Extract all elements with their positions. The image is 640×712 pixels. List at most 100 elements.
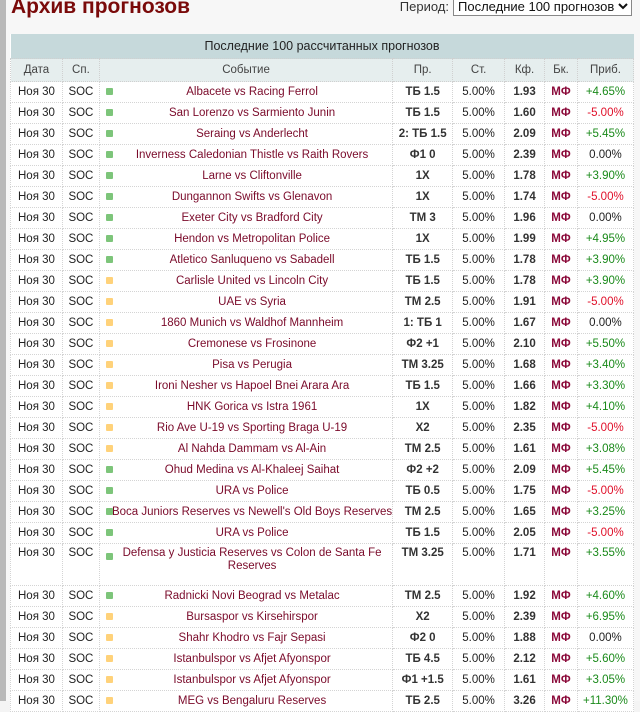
cell-event[interactable]: Exeter City vs Bradford City xyxy=(98,207,394,229)
cell-event[interactable]: Albacete vs Racing Ferrol xyxy=(98,81,394,103)
event-link[interactable]: Cremonese vs Frosinone xyxy=(187,337,317,350)
forecasts-table: Последние 100 рассчитанных прогнозов Дат… xyxy=(10,34,635,712)
event-link[interactable]: Pisa vs Perugia xyxy=(212,358,292,371)
cell-event[interactable]: HNK Gorica vs Istra 1961 xyxy=(98,396,394,418)
cell-stake: 5.00% xyxy=(452,396,506,418)
cell-event[interactable]: 1860 Munich vs Waldhof Mannheim xyxy=(98,312,394,334)
cell-event[interactable]: UAE vs Syria xyxy=(98,291,394,313)
cell-event[interactable]: Ironi Nesher vs Hapoel Bnei Arara Ara xyxy=(98,375,394,397)
cell-prediction: Ф2 +2 xyxy=(392,459,454,481)
cell-event[interactable]: Rio Ave U-19 vs Sporting Braga U-19 xyxy=(98,417,394,439)
status-dot-icon xyxy=(105,445,113,452)
event-link[interactable]: Boca Juniors Reserves vs Newell's Old Bo… xyxy=(111,505,393,518)
status-dot-icon xyxy=(105,403,113,410)
event-link[interactable]: Defensa y Justicia Reserves vs Colon de … xyxy=(122,547,382,572)
event-link[interactable]: Shahr Khodro vs Fajr Sepasi xyxy=(178,631,326,644)
cell-bookmaker: МФ xyxy=(544,207,578,229)
event-link[interactable]: Ohud Medina vs Al-Khaleej Saihat xyxy=(164,463,340,476)
event-link[interactable]: Albacete vs Racing Ferrol xyxy=(186,85,318,98)
table-row: Ноя 30 SOC Larne vs Cliftonville 1X 5.00% 1.7… xyxy=(10,165,635,187)
cell-event[interactable]: Atletico Sanluqueno vs Sabadell xyxy=(98,249,394,271)
cell-profit: +4.10% xyxy=(576,396,635,418)
cell-event[interactable]: MEG vs Bengaluru Reserves xyxy=(98,690,394,712)
cell-event[interactable]: Cremonese vs Frosinone xyxy=(98,333,394,355)
event-link[interactable]: Seraing vs Anderlecht xyxy=(196,127,308,140)
status-dot-icon xyxy=(105,298,113,305)
cell-event[interactable]: Ohud Medina vs Al-Khaleej Saihat xyxy=(98,459,394,481)
event-link[interactable]: UAE vs Syria xyxy=(218,295,286,308)
table-caption: Последние 100 рассчитанных прогнозов xyxy=(10,34,634,59)
cell-date: Ноя 30 xyxy=(10,480,63,502)
event-link[interactable]: Dungannon Swifts vs Glenavon xyxy=(171,190,333,203)
header-prediction: Пр. xyxy=(392,58,454,82)
period-select[interactable]: Последние 100 прогнозов xyxy=(453,0,632,16)
cell-event[interactable]: Al Nahda Dammam vs Al-Ain xyxy=(98,438,394,460)
status-dot-icon xyxy=(105,214,113,221)
cell-event[interactable]: Bursaspor vs Kirsehirspor xyxy=(98,606,394,628)
cell-event[interactable]: Istanbulspor vs Afjet Afyonspor xyxy=(98,669,394,691)
cell-odds: 1.61 xyxy=(504,669,545,691)
event-link[interactable]: Exeter City vs Bradford City xyxy=(181,211,323,224)
cell-event[interactable]: Defensa y Justicia Reserves vs Colon de … xyxy=(98,543,394,586)
event-link[interactable]: HNK Gorica vs Istra 1961 xyxy=(186,400,318,413)
event-link[interactable]: Hendon vs Metropolitan Police xyxy=(174,232,331,245)
event-link[interactable]: Rio Ave U-19 vs Sporting Braga U-19 xyxy=(156,421,348,434)
cell-date: Ноя 30 xyxy=(10,375,63,397)
event-link[interactable]: Carlisle United vs Lincoln City xyxy=(175,274,329,287)
header-bookmaker: Бк. xyxy=(544,58,578,82)
cell-date: Ноя 30 xyxy=(10,186,63,208)
cell-event[interactable]: URA vs Police xyxy=(98,522,394,544)
cell-odds: 1.67 xyxy=(504,312,545,334)
cell-bookmaker: МФ xyxy=(544,291,578,313)
cell-profit: -5.00% xyxy=(576,102,635,124)
cell-date: Ноя 30 xyxy=(10,522,63,544)
cell-event[interactable]: Larne vs Cliftonville xyxy=(98,165,394,187)
cell-event[interactable]: Shahr Khodro vs Fajr Sepasi xyxy=(98,627,394,649)
cell-bookmaker: МФ xyxy=(544,375,578,397)
page: Архив прогнозов Период: Последние 100 пр… xyxy=(6,0,640,712)
status-dot-icon xyxy=(105,277,113,284)
cell-event[interactable]: San Lorenzo vs Sarmiento Junin xyxy=(98,102,394,124)
cell-event[interactable]: Dungannon Swifts vs Glenavon xyxy=(98,186,394,208)
cell-event[interactable]: URA vs Police xyxy=(98,480,394,502)
cell-odds: 2.05 xyxy=(504,522,545,544)
event-link[interactable]: Larne vs Cliftonville xyxy=(202,169,302,182)
cell-event[interactable]: Inverness Caledonian Thistle vs Raith Ro… xyxy=(98,144,394,166)
table-row: Ноя 30 SOC Al Nahda Dammam vs Al-Ain ТМ 2.5… xyxy=(10,438,635,460)
event-link[interactable]: URA vs Police xyxy=(215,484,289,497)
cell-sport: SOC xyxy=(61,144,100,166)
cell-sport: SOC xyxy=(61,690,100,712)
cell-date: Ноя 30 xyxy=(10,123,63,145)
event-link[interactable]: San Lorenzo vs Sarmiento Junin xyxy=(168,106,336,119)
cell-event[interactable]: Radnicki Novi Beograd vs Metalac xyxy=(98,585,394,607)
cell-odds: 1.96 xyxy=(504,207,545,229)
cell-event[interactable]: Boca Juniors Reserves vs Newell's Old Bo… xyxy=(98,501,394,523)
table-row: Ноя 30 SOC Boca Juniors Reserves vs Newell… xyxy=(10,501,635,523)
event-link[interactable]: Al Nahda Dammam vs Al-Ain xyxy=(177,442,327,455)
cell-event[interactable]: Hendon vs Metropolitan Police xyxy=(98,228,394,250)
cell-odds: 1.82 xyxy=(504,396,545,418)
cell-event[interactable]: Carlisle United vs Lincoln City xyxy=(98,270,394,292)
event-link[interactable]: Radnicki Novi Beograd vs Metalac xyxy=(164,589,340,602)
status-dot-icon xyxy=(105,109,113,116)
event-link[interactable]: Istanbulspor vs Afjet Afyonspor xyxy=(173,652,331,665)
event-link[interactable]: 1860 Munich vs Waldhof Mannheim xyxy=(160,316,344,329)
event-link[interactable]: Atletico Sanluqueno vs Sabadell xyxy=(169,253,335,266)
cell-sport: SOC xyxy=(61,480,100,502)
cell-event[interactable]: Seraing vs Anderlecht xyxy=(98,123,394,145)
cell-event[interactable]: Pisa vs Perugia xyxy=(98,354,394,376)
period-filter: Период: Последние 100 прогнозов xyxy=(400,0,632,16)
event-link[interactable]: Istanbulspor vs Afjet Afyonspor xyxy=(173,673,331,686)
event-link[interactable]: Ironi Nesher vs Hapoel Bnei Arara Ara xyxy=(154,379,350,392)
cell-event[interactable]: Istanbulspor vs Afjet Afyonspor xyxy=(98,648,394,670)
cell-stake: 5.00% xyxy=(452,375,506,397)
cell-date: Ноя 30 xyxy=(10,228,63,250)
cell-sport: SOC xyxy=(61,186,100,208)
event-link[interactable]: Bursaspor vs Kirsehirspor xyxy=(186,610,318,623)
event-link[interactable]: Inverness Caledonian Thistle vs Raith Ro… xyxy=(135,148,369,161)
event-link[interactable]: URA vs Police xyxy=(215,526,289,539)
cell-sport: SOC xyxy=(61,543,100,586)
left-border xyxy=(0,0,6,701)
cell-bookmaker: МФ xyxy=(544,501,578,523)
cell-date: Ноя 30 xyxy=(10,207,63,229)
